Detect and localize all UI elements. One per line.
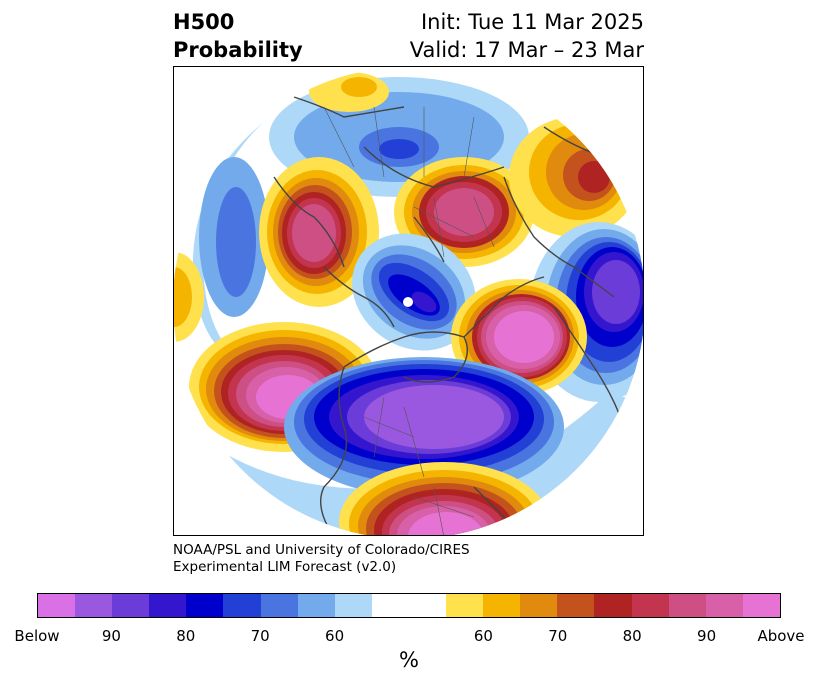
above-anomaly-far-west xyxy=(174,252,204,342)
colorbar-segment xyxy=(668,594,706,617)
pole-marker xyxy=(403,297,413,307)
probability-map xyxy=(174,67,643,535)
colorbar-tick-label: 70 xyxy=(250,627,270,645)
colorbar-segment xyxy=(742,594,780,617)
colorbar-tick-label: 70 xyxy=(548,627,568,645)
colorbar-segment xyxy=(38,594,76,617)
colorbar-segment xyxy=(371,594,447,617)
valid-range: Valid: 17 Mar – 23 Mar xyxy=(409,38,644,62)
colorbar-tick-label: 80 xyxy=(176,627,196,645)
colorbar-segment xyxy=(186,594,224,617)
colorbar-unit-label: % xyxy=(399,648,419,672)
above-anomaly-north xyxy=(309,72,389,112)
colorbar-tick-label: 90 xyxy=(101,627,121,645)
colorbar-tick-label: 90 xyxy=(697,627,717,645)
title-right: Init: Tue 11 Mar 2025 Valid: 17 Mar – 23… xyxy=(410,8,644,64)
colorbar-segment xyxy=(557,594,595,617)
title-variable: H500 xyxy=(173,10,235,34)
title-product: Probability xyxy=(173,38,303,62)
below-anomaly-central xyxy=(352,233,476,351)
map-panel xyxy=(173,66,644,536)
above-anomaly-northeast xyxy=(509,117,639,237)
colorbar-segment xyxy=(260,594,298,617)
credit-line2: Experimental LIM Forecast (v2.0) xyxy=(173,559,397,575)
colorbar-segment xyxy=(705,594,743,617)
colorbar-segment xyxy=(112,594,150,617)
colorbar-segment xyxy=(223,594,261,617)
credit: NOAA/PSL and University of Colorado/CIRE… xyxy=(173,542,470,576)
colorbar xyxy=(37,593,781,618)
init-date: Init: Tue 11 Mar 2025 xyxy=(420,10,644,34)
above-anomaly-west xyxy=(259,157,379,307)
colorbar-segment xyxy=(446,594,484,617)
colorbar-segment xyxy=(594,594,632,617)
colorbar-segment xyxy=(75,594,113,617)
above-anomaly-east-central xyxy=(451,279,587,395)
colorbar-segment xyxy=(149,594,187,617)
colorbar-segment xyxy=(520,594,558,617)
colorbar-tick-label: 80 xyxy=(622,627,642,645)
colorbar-tick-label: 60 xyxy=(325,627,345,645)
colorbar-tick-label: Above xyxy=(757,627,805,645)
borders xyxy=(323,106,495,535)
colorbar-segment xyxy=(631,594,669,617)
colorbar-segment xyxy=(297,594,335,617)
colorbar-tick-label: Below xyxy=(14,627,60,645)
colorbar-tick-label: 60 xyxy=(473,627,493,645)
title-left: H500 Probability xyxy=(173,8,303,64)
credit-line1: NOAA/PSL and University of Colorado/CIRE… xyxy=(173,542,470,558)
below-ring-west xyxy=(192,122,269,357)
colorbar-segment xyxy=(483,594,521,617)
colorbar-segment xyxy=(334,594,372,617)
above-anomaly-south-central xyxy=(339,462,549,535)
